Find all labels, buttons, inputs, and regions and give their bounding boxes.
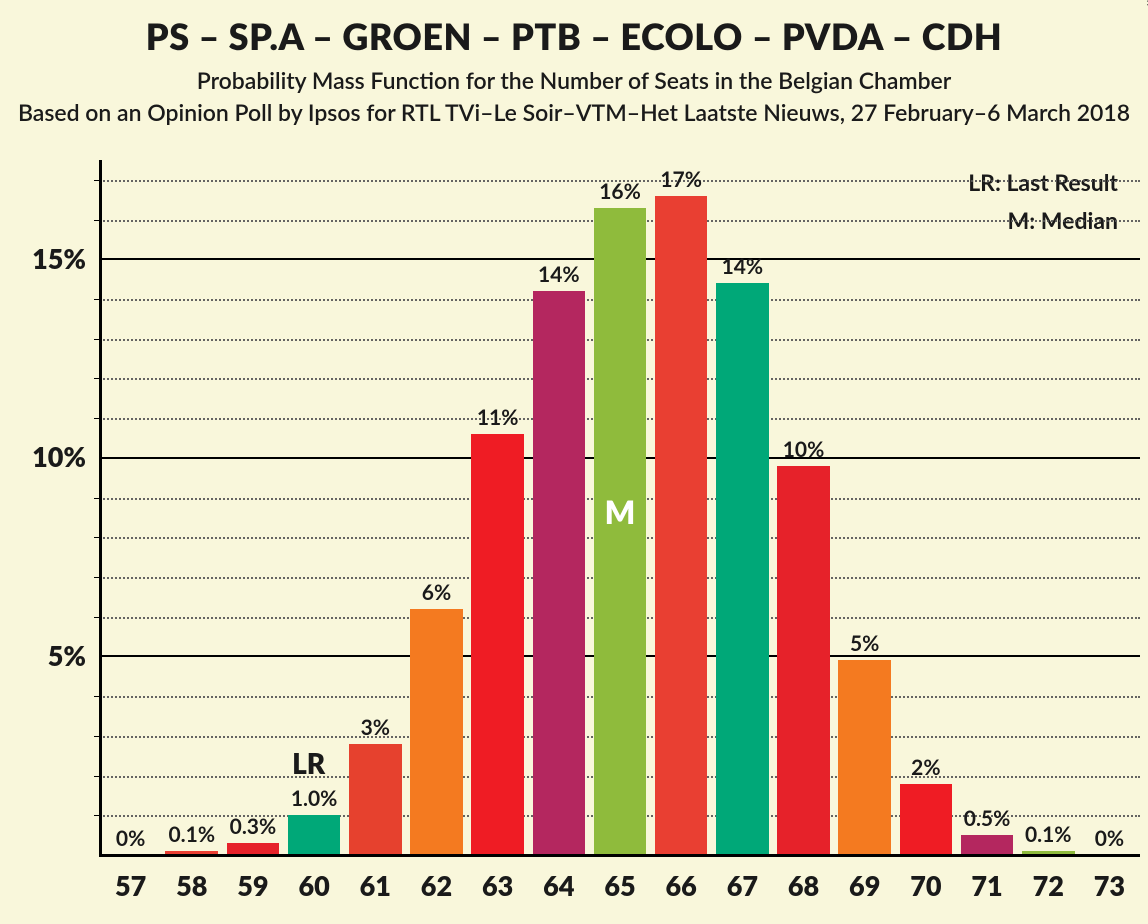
copyright-text: © 2019 Filip van Laenen xyxy=(1144,0,1148,6)
x-tick-label: 62 xyxy=(402,869,471,902)
x-tick-label: 72 xyxy=(1014,869,1083,902)
x-tick-label: 73 xyxy=(1075,869,1144,902)
bar xyxy=(655,196,708,855)
bar xyxy=(900,784,953,855)
bar-value-label: 10% xyxy=(765,437,842,462)
x-tick-label: 68 xyxy=(769,869,838,902)
bar xyxy=(349,744,402,855)
x-tick-label: 57 xyxy=(96,869,165,902)
last-result-marker: LR xyxy=(292,746,325,780)
x-tick-label: 59 xyxy=(219,869,288,902)
x-tick-label: 71 xyxy=(953,869,1022,902)
titles-block: PS – SP.A – GROEN – PTB – ECOLO – PVDA –… xyxy=(0,14,1148,126)
bar-value-label: 14% xyxy=(704,254,781,279)
bar xyxy=(471,434,524,855)
x-tick-label: 70 xyxy=(892,869,961,902)
bar-value-label: 0% xyxy=(1071,826,1148,851)
bar xyxy=(410,609,463,855)
bar-value-label: 17% xyxy=(643,167,720,192)
chart-title: PS – SP.A – GROEN – PTB – ECOLO – PVDA –… xyxy=(0,14,1148,58)
bar xyxy=(961,835,1014,855)
bar-value-label: 2% xyxy=(888,755,965,780)
x-tick-label: 66 xyxy=(647,869,716,902)
chart-subtitle-1: Probability Mass Function for the Number… xyxy=(0,66,1148,94)
y-tick-label: 10% xyxy=(0,440,86,473)
bar xyxy=(533,291,586,855)
bar-value-label: 5% xyxy=(826,631,903,656)
bar xyxy=(716,283,769,855)
bar xyxy=(838,660,891,855)
median-marker: M xyxy=(594,492,647,531)
x-tick-label: 69 xyxy=(830,869,899,902)
x-axis xyxy=(99,854,1140,857)
bar-value-label: 14% xyxy=(521,262,598,287)
x-tick-label: 65 xyxy=(586,869,655,902)
bar-value-label: 0.3% xyxy=(215,814,292,839)
x-tick-label: 67 xyxy=(708,869,777,902)
bar-value-label: 11% xyxy=(459,405,536,430)
y-tick-label: 15% xyxy=(0,242,86,275)
x-tick-label: 63 xyxy=(463,869,532,902)
y-tick-label: 5% xyxy=(0,639,86,672)
x-tick-label: 64 xyxy=(525,869,594,902)
bar-value-label: 3% xyxy=(337,715,414,740)
chart-subtitle-2: Based on an Opinion Poll by Ipsos for RT… xyxy=(0,98,1148,126)
x-tick-label: 60 xyxy=(280,869,349,902)
bar-value-label: 6% xyxy=(398,580,475,605)
x-tick-label: 58 xyxy=(157,869,226,902)
y-axis xyxy=(99,160,102,855)
x-tick-label: 61 xyxy=(341,869,410,902)
bar-value-label: 1.0% xyxy=(276,786,353,811)
bar xyxy=(777,466,830,855)
bar xyxy=(288,815,341,855)
plot-area: 5%10%15%0%570.1%580.3%591.0%60LR3%616%62… xyxy=(100,160,1140,855)
chart-page: © 2019 Filip van Laenen PS – SP.A – GROE… xyxy=(0,0,1148,924)
